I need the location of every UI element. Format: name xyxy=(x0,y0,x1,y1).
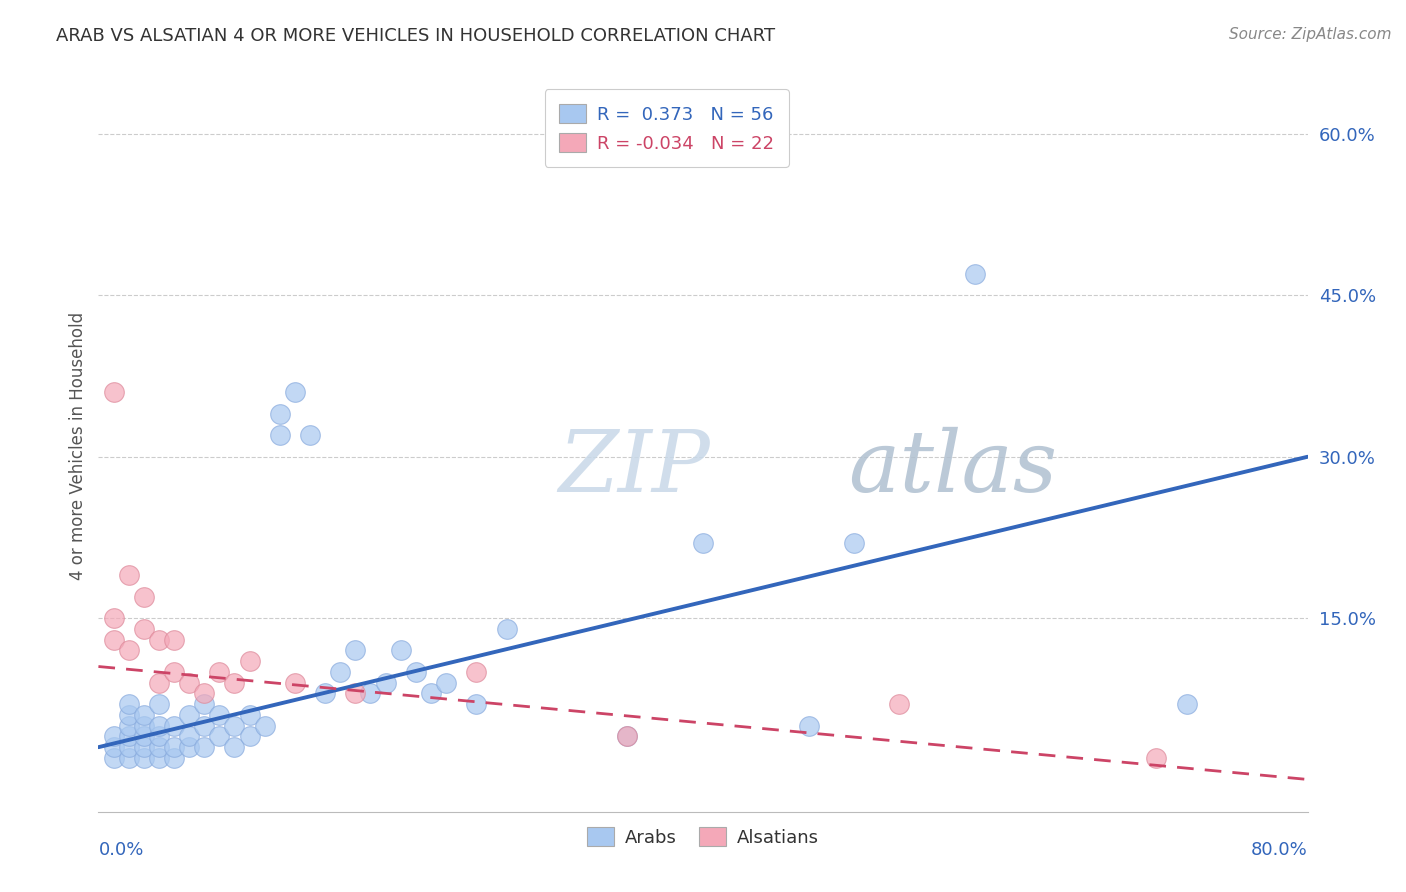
Point xyxy=(208,665,231,679)
Point xyxy=(253,719,276,733)
Text: 0.0%: 0.0% xyxy=(98,841,143,859)
Point xyxy=(193,740,215,755)
Point xyxy=(132,622,155,636)
Point xyxy=(118,740,141,755)
Point xyxy=(434,675,457,690)
Y-axis label: 4 or more Vehicles in Household: 4 or more Vehicles in Household xyxy=(69,312,87,580)
Point xyxy=(239,730,262,744)
Text: ARAB VS ALSATIAN 4 OR MORE VEHICLES IN HOUSEHOLD CORRELATION CHART: ARAB VS ALSATIAN 4 OR MORE VEHICLES IN H… xyxy=(56,27,775,45)
Point xyxy=(118,707,141,722)
Point xyxy=(1144,751,1167,765)
Point xyxy=(616,730,638,744)
Point xyxy=(179,740,201,755)
Point xyxy=(103,632,125,647)
Point xyxy=(239,707,262,722)
Point xyxy=(420,686,443,700)
Point xyxy=(132,740,155,755)
Point xyxy=(148,740,170,755)
Point xyxy=(163,751,186,765)
Point xyxy=(284,385,307,400)
Point xyxy=(344,643,367,657)
Point xyxy=(1175,697,1198,711)
Text: Source: ZipAtlas.com: Source: ZipAtlas.com xyxy=(1229,27,1392,42)
Point xyxy=(193,719,215,733)
Point xyxy=(224,675,246,690)
Point xyxy=(132,707,155,722)
Point xyxy=(269,428,291,442)
Point xyxy=(132,730,155,744)
Point xyxy=(118,697,141,711)
Point xyxy=(889,697,911,711)
Point xyxy=(118,643,141,657)
Point xyxy=(163,719,186,733)
Point xyxy=(360,686,382,700)
Point xyxy=(465,697,488,711)
Point xyxy=(148,675,170,690)
Point xyxy=(118,751,141,765)
Point xyxy=(148,751,170,765)
Point xyxy=(132,751,155,765)
Point xyxy=(103,611,125,625)
Point xyxy=(208,730,231,744)
Point xyxy=(163,740,186,755)
Point xyxy=(374,675,396,690)
Point xyxy=(269,407,291,421)
Point xyxy=(132,719,155,733)
Point xyxy=(224,740,246,755)
Point xyxy=(118,730,141,744)
Point xyxy=(193,686,215,700)
Point xyxy=(148,719,170,733)
Point xyxy=(208,707,231,722)
Point xyxy=(299,428,322,442)
Text: atlas: atlas xyxy=(848,426,1057,509)
Point xyxy=(103,751,125,765)
Point xyxy=(148,632,170,647)
Point xyxy=(103,385,125,400)
Point xyxy=(692,536,714,550)
Point xyxy=(163,665,186,679)
Point xyxy=(797,719,820,733)
Point xyxy=(329,665,352,679)
Point xyxy=(616,730,638,744)
Point xyxy=(389,643,412,657)
Text: 80.0%: 80.0% xyxy=(1251,841,1308,859)
Point xyxy=(239,654,262,668)
Point xyxy=(132,590,155,604)
Point xyxy=(179,730,201,744)
Point xyxy=(344,686,367,700)
Point xyxy=(965,267,987,281)
Legend: Arabs, Alsatians: Arabs, Alsatians xyxy=(581,820,825,854)
Point xyxy=(844,536,866,550)
Point xyxy=(179,675,201,690)
Point xyxy=(314,686,336,700)
Point xyxy=(193,697,215,711)
Point xyxy=(465,665,488,679)
Point xyxy=(163,632,186,647)
Point xyxy=(179,707,201,722)
Point xyxy=(495,622,517,636)
Point xyxy=(148,697,170,711)
Point xyxy=(103,730,125,744)
Text: ZIP: ZIP xyxy=(558,426,710,509)
Point xyxy=(224,719,246,733)
Point xyxy=(148,730,170,744)
Point xyxy=(284,675,307,690)
Point xyxy=(405,665,427,679)
Point xyxy=(118,568,141,582)
Point xyxy=(103,740,125,755)
Point xyxy=(118,719,141,733)
